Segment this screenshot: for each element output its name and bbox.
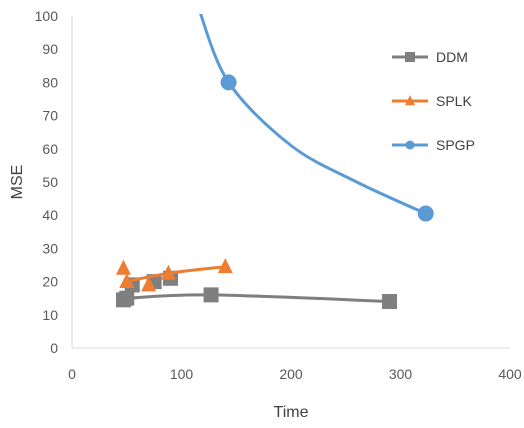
series-line-ddm: [125, 293, 392, 303]
y-tick-label: 20: [42, 274, 58, 290]
series-splk: [115, 258, 233, 292]
legend-marker: [405, 140, 415, 150]
y-axis-title: MSE: [9, 165, 26, 200]
series-layer: [115, 14, 434, 310]
data-point: [382, 294, 398, 310]
data-point: [160, 264, 176, 280]
y-tick-label: 70: [42, 108, 58, 124]
x-tick-label: 100: [170, 366, 194, 382]
data-point: [220, 74, 237, 91]
legend-label: DDM: [436, 49, 468, 65]
data-point: [417, 205, 434, 222]
y-tick-label: 40: [42, 207, 58, 223]
y-tick-label: 80: [42, 74, 58, 90]
legend-item-splk: SPLK: [392, 93, 472, 109]
y-tick-label: 90: [42, 41, 58, 57]
y-tick-labels: 0 10 20 30 40 50 60 70 80 90 100: [35, 8, 59, 356]
series-spgp: [199, 14, 434, 222]
y-tick-label: 10: [42, 307, 58, 323]
series-line-spgp: [199, 14, 428, 215]
y-tick-label: 0: [50, 340, 58, 356]
x-tick-label: 300: [389, 366, 413, 382]
x-tick-label: 200: [279, 366, 303, 382]
data-point: [141, 276, 157, 292]
x-axis-title: Time: [274, 404, 309, 421]
y-tick-label: 100: [35, 8, 59, 24]
y-tick-label: 60: [42, 141, 58, 157]
legend-label: SPLK: [436, 93, 472, 109]
data-point: [115, 259, 131, 275]
x-tick-label: 0: [68, 366, 76, 382]
legend-label: SPGP: [436, 137, 475, 153]
legend-marker: [405, 52, 415, 62]
legend-marker: [405, 95, 415, 106]
data-point: [217, 258, 233, 274]
data-point: [203, 287, 219, 303]
legend-item-ddm: DDM: [392, 49, 468, 65]
x-tick-labels: 0 100 200 300 400: [68, 366, 522, 382]
legend: DDM SPLK SPGP: [392, 49, 475, 153]
y-tick-label: 30: [42, 240, 58, 256]
data-point: [119, 273, 135, 289]
data-point: [119, 290, 135, 306]
axes: [71, 16, 510, 349]
legend-item-spgp: SPGP: [392, 137, 475, 153]
x-tick-label: 400: [498, 366, 522, 382]
y-tick-label: 50: [42, 174, 58, 190]
